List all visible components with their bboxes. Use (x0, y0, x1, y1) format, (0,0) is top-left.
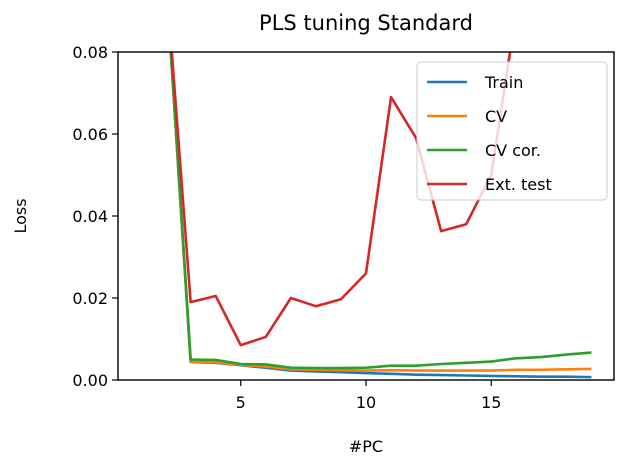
plot-area (169, 52, 592, 379)
legend-label: CV cor. (485, 141, 541, 160)
y-tick-label: 0.04 (72, 207, 108, 226)
series-line (170, 52, 512, 347)
y-tick-label: 0.08 (72, 43, 108, 62)
legend-label: Train (484, 73, 523, 92)
series-line (169, 52, 592, 372)
chart-title: PLS tuning Standard (259, 11, 473, 35)
y-tick-label: 0.00 (72, 371, 108, 390)
axes-frame (117, 51, 615, 381)
series-line (169, 52, 592, 370)
y-axis-label: Loss (11, 198, 30, 233)
legend-label: CV (485, 107, 507, 126)
x-tick-label: 15 (481, 393, 501, 412)
legend-box (416, 61, 608, 201)
x-axis-label: #PC (349, 437, 383, 456)
x-tick-label: 5 (236, 393, 246, 412)
x-tick-label: 10 (356, 393, 376, 412)
y-tick-label: 0.06 (72, 125, 108, 144)
y-tick-label: 0.02 (72, 289, 108, 308)
legend-label: Ext. test (485, 175, 552, 194)
